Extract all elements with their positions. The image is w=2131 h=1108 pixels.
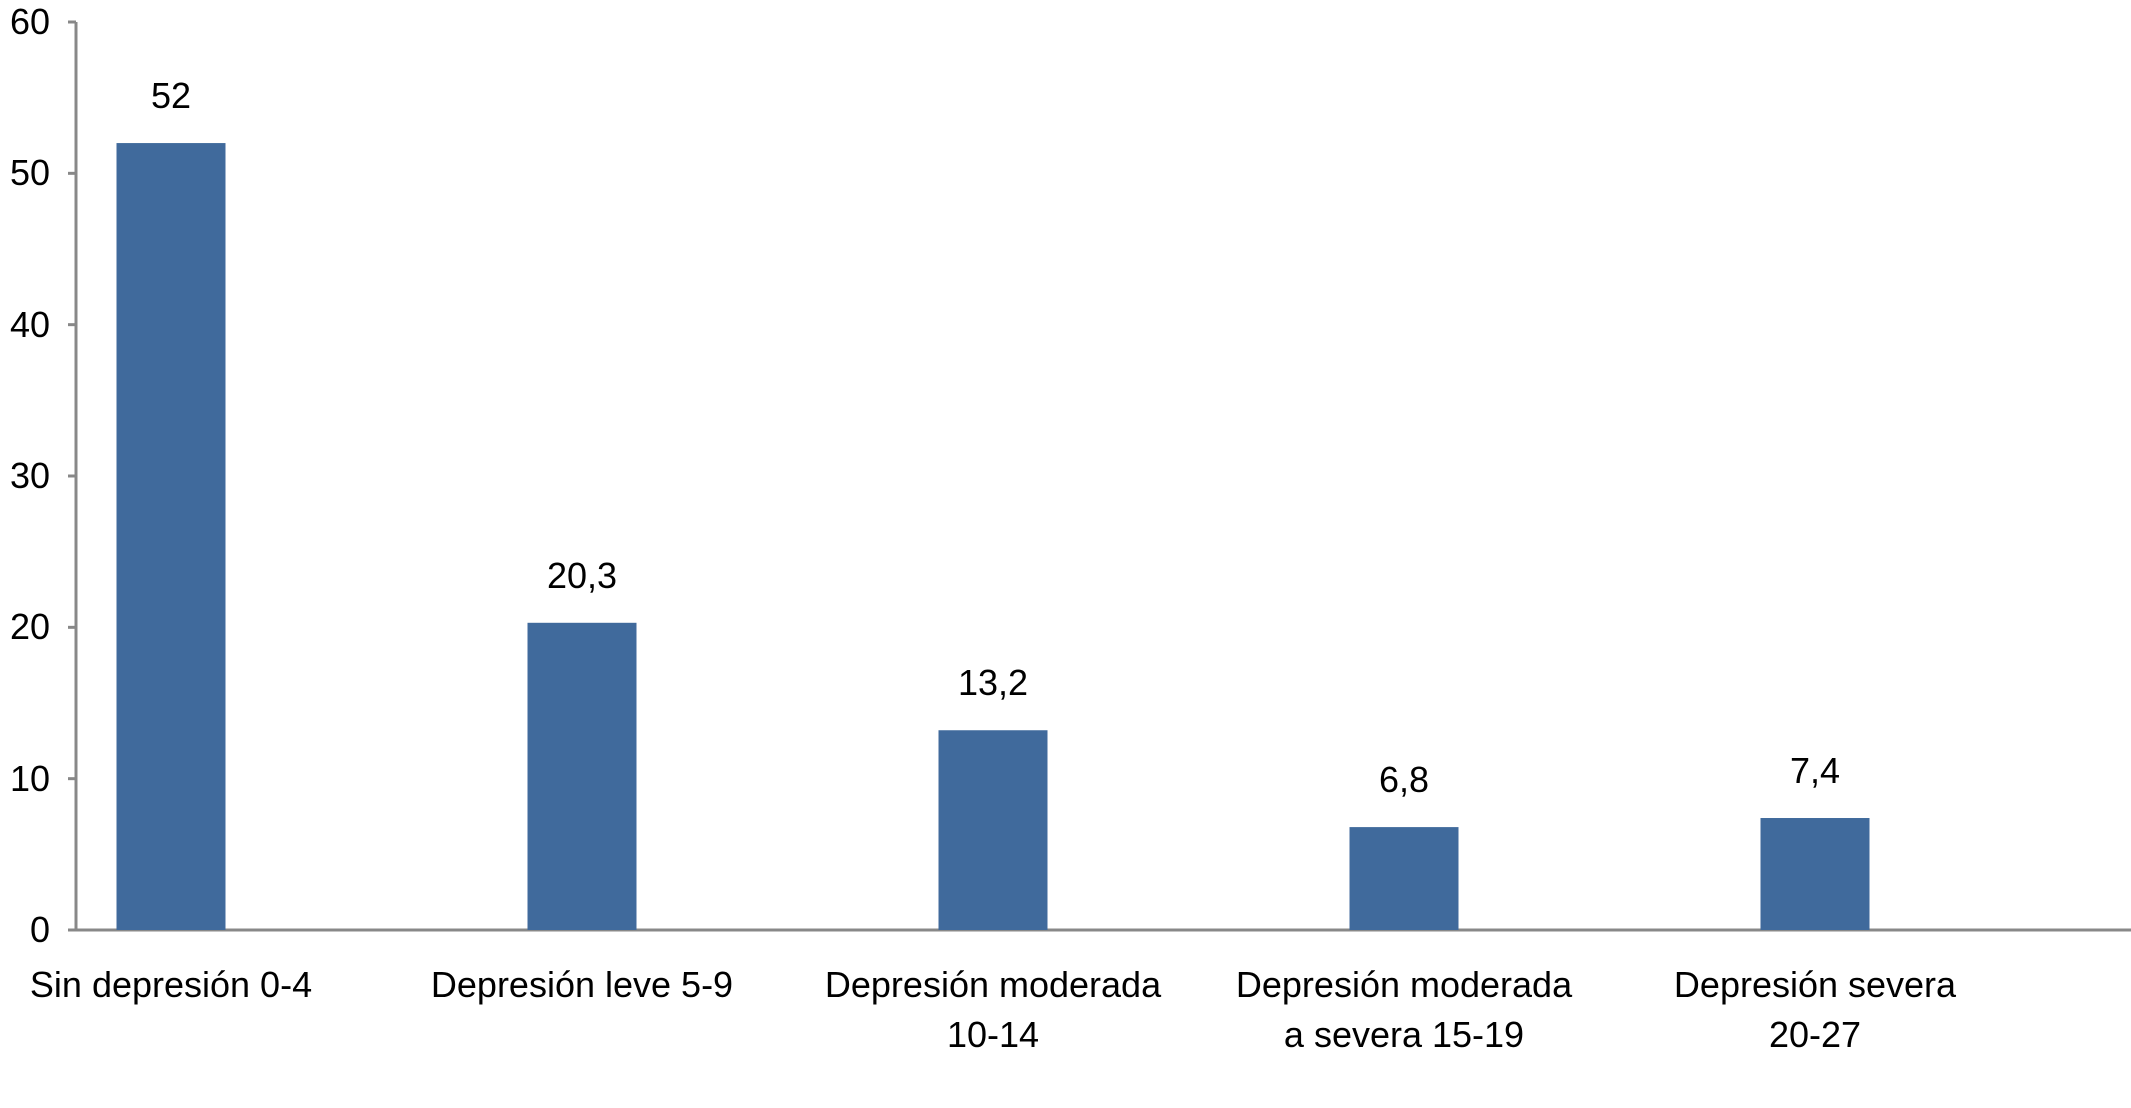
value-label: 6,8	[1378, 759, 1430, 801]
bar	[1760, 818, 1870, 930]
x-tick-label: Depresión moderada a severa 15-19	[1235, 964, 1573, 1055]
bar	[527, 622, 637, 930]
y-tick-label: 50	[9, 152, 50, 194]
y-tick-label: 20	[9, 606, 50, 648]
value-label: 13,2	[957, 662, 1029, 704]
x-tick-label: Sin depresión 0-4	[29, 964, 313, 1005]
y-tick-label: 10	[9, 757, 50, 799]
value-label: 20,3	[546, 554, 618, 596]
y-tick-label: 60	[9, 1, 50, 42]
y-tick-label: 40	[9, 303, 50, 345]
bar	[116, 143, 226, 931]
value-label: 52	[150, 75, 192, 117]
x-tick-label: Depresión leve 5-9	[430, 964, 734, 1005]
bar	[938, 730, 1048, 930]
y-tick-label: 30	[9, 455, 50, 496]
y-tick-label: 0	[29, 909, 50, 950]
value-label: 7,4	[1789, 750, 1841, 791]
x-tick-label: Depresión severa 20-27	[1673, 964, 1957, 1055]
x-tick-label: Depresión moderada 10-14	[824, 964, 1162, 1055]
bar	[1349, 827, 1459, 930]
